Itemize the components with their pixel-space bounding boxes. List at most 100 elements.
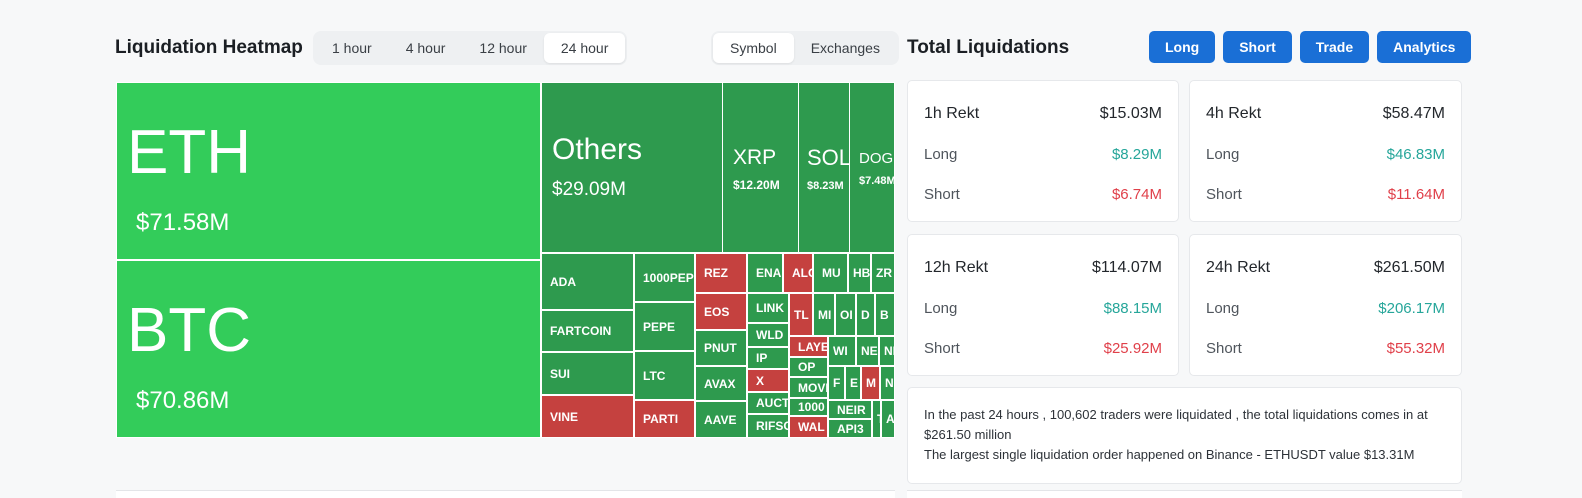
tile-small[interactable]: RIFSC xyxy=(747,414,789,438)
tile-symbol: NE xyxy=(861,344,878,358)
tile-symbol: 1000 xyxy=(798,400,825,414)
tile-doge[interactable]: DOG $7.48M xyxy=(849,82,895,253)
tile-symbol: F xyxy=(833,376,841,390)
tile-small[interactable]: N xyxy=(880,366,895,400)
short-value: $25.92M xyxy=(1103,340,1162,357)
tile-small[interactable]: ALO xyxy=(783,253,813,293)
tile-small[interactable]: NE xyxy=(856,336,879,366)
tile-symbol: LTC xyxy=(643,368,666,383)
tile-small[interactable]: NEIR xyxy=(828,400,872,419)
tile-symbol: RIFSC xyxy=(756,419,789,433)
tile-symbol: EOS xyxy=(704,304,730,319)
card-short-row: Short $11.64M xyxy=(1206,186,1445,203)
tile-small[interactable]: FARTCOIN xyxy=(541,310,634,352)
tab-exchanges[interactable]: Exchanges xyxy=(810,40,880,56)
tile-small[interactable]: B xyxy=(875,293,895,336)
tab-1-hour[interactable]: 1 hour xyxy=(332,40,372,56)
card-header: 1h Rekt $15.03M xyxy=(924,105,1162,123)
tile-symbol: WI xyxy=(833,344,848,358)
tile-small[interactable]: MI xyxy=(813,293,835,336)
tile-symbol: XRP xyxy=(733,146,777,169)
tile-small[interactable]: IP xyxy=(747,347,789,369)
tile-small[interactable]: OP xyxy=(789,357,828,377)
tile-small[interactable]: MU xyxy=(813,253,848,293)
tile-small[interactable]: T xyxy=(872,400,881,438)
tile-small[interactable]: A xyxy=(881,400,895,438)
tab-4-hour[interactable]: 4 hour xyxy=(405,40,446,56)
tile-small[interactable]: PEPE xyxy=(634,302,695,351)
card-short-row: Short $25.92M xyxy=(924,340,1162,357)
tile-small[interactable]: ADA xyxy=(541,253,634,310)
tile-symbol: A xyxy=(886,412,895,426)
card-long-row: Long $206.17M xyxy=(1206,300,1445,317)
next-section-edge xyxy=(116,490,895,498)
tile-small[interactable]: D xyxy=(856,293,875,336)
tile-small[interactable]: REZ xyxy=(695,253,747,293)
tile-small[interactable]: X xyxy=(747,369,789,392)
tile-symbol: AUCT xyxy=(756,396,789,410)
tile-small[interactable]: HB xyxy=(848,253,871,293)
card-long-row: Long $8.29M xyxy=(924,146,1162,163)
long-value: $88.15M xyxy=(1103,300,1162,317)
summary-line-2: The largest single liquidation order hap… xyxy=(924,447,1415,462)
card-long-row: Long $88.15M xyxy=(924,300,1162,317)
short-value: $6.74M xyxy=(1111,186,1162,203)
tile-small[interactable]: AUCT xyxy=(747,392,789,414)
analytics-button[interactable]: Analytics xyxy=(1377,31,1472,63)
tile-small[interactable]: PARTI xyxy=(634,400,695,438)
tile-symbol: MOVI xyxy=(798,380,828,395)
tile-value: $29.09M xyxy=(552,179,626,200)
tab-24-hour[interactable]: 24 hour xyxy=(543,33,626,63)
tile-small[interactable]: MOVI xyxy=(789,377,828,398)
long-label: Long xyxy=(924,300,958,317)
tile-symbol: 1000PEPE xyxy=(643,270,694,285)
tile-small[interactable]: VINE xyxy=(541,395,634,438)
tab-symbol[interactable]: Symbol xyxy=(713,33,794,63)
tile-small[interactable]: ZR xyxy=(871,253,895,293)
tile-small[interactable]: PNUT xyxy=(695,330,747,366)
tile-small[interactable]: TL xyxy=(789,293,813,336)
tile-small[interactable]: ENA xyxy=(747,253,783,293)
tile-small[interactable]: WI xyxy=(828,336,856,366)
tile-symbol: FARTCOIN xyxy=(550,324,612,338)
tile-symbol: OP xyxy=(798,360,816,374)
long-button[interactable]: Long xyxy=(1149,31,1216,63)
tile-small[interactable]: SUI xyxy=(541,352,634,395)
tile-small[interactable]: AVAX xyxy=(695,366,747,401)
tile-small[interactable]: AAVE xyxy=(695,401,747,438)
tile-small[interactable]: LINK xyxy=(747,293,789,323)
tile-symbol: X xyxy=(756,373,765,388)
tile-small[interactable]: WLD xyxy=(747,323,789,347)
view-mode-selector: Symbol Exchanges xyxy=(711,31,899,65)
tile-small[interactable]: 1000 xyxy=(789,398,828,416)
tile-others[interactable]: Others $29.09M xyxy=(541,82,723,253)
short-button[interactable]: Short xyxy=(1223,31,1292,63)
tile-small[interactable]: OI xyxy=(835,293,856,336)
tile-sol[interactable]: SOL $8.23M xyxy=(798,82,850,253)
tile-small[interactable]: LAYE xyxy=(789,336,828,357)
trade-button[interactable]: Trade xyxy=(1299,31,1370,63)
tile-symbol: IP xyxy=(756,351,768,365)
card-total: $58.47M xyxy=(1382,105,1445,122)
card-short-row: Short $6.74M xyxy=(924,186,1162,203)
tile-small[interactable]: WAL xyxy=(789,416,828,438)
tile-symbol: E xyxy=(850,376,859,390)
tile-small[interactable]: 1000PEPE xyxy=(634,253,695,302)
tile-xrp[interactable]: XRP $12.20M xyxy=(722,82,799,253)
tile-small[interactable]: API3 xyxy=(828,419,872,438)
tile-symbol: N xyxy=(885,376,894,390)
tile-btc[interactable]: BTC $70.86M xyxy=(116,260,541,438)
card-header: 12h Rekt $114.07M xyxy=(924,259,1162,277)
long-label: Long xyxy=(924,146,958,163)
card-header: 4h Rekt $58.47M xyxy=(1206,105,1445,123)
tile-small[interactable]: M xyxy=(861,366,880,400)
tile-eth[interactable]: ETH $71.58M xyxy=(116,82,541,260)
tile-small[interactable]: F xyxy=(828,366,845,400)
tile-small[interactable]: E xyxy=(845,366,861,400)
card-1h-rekt: 1h Rekt $15.03M Long $8.29M Short $6.74M xyxy=(907,80,1179,222)
tile-symbol: MU xyxy=(822,266,841,280)
tile-small[interactable]: LTC xyxy=(634,351,695,400)
tile-small[interactable]: NI xyxy=(879,336,895,366)
tile-small[interactable]: EOS xyxy=(695,293,747,330)
tab-12-hour[interactable]: 12 hour xyxy=(479,40,527,56)
